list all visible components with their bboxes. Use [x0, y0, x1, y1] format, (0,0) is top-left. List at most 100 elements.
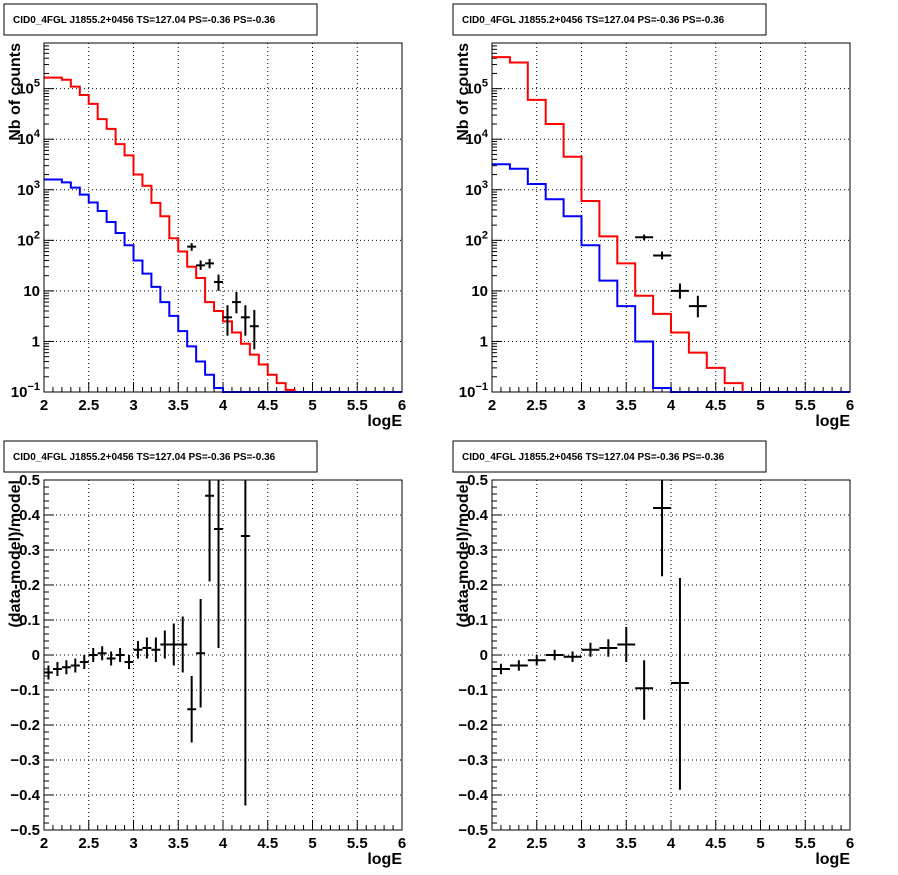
data-point	[169, 623, 179, 666]
data-point	[249, 309, 259, 350]
data-point	[44, 665, 53, 680]
data-points	[492, 480, 689, 790]
data-point	[545, 649, 564, 661]
title-box	[452, 3, 767, 36]
y-axis-label: (data-model)/model	[455, 480, 472, 628]
x-tick-label: 6	[398, 397, 406, 414]
y-tick-label: 0.1	[467, 612, 488, 629]
data-point	[115, 648, 125, 662]
data-point	[653, 251, 671, 260]
data-point	[599, 639, 618, 657]
title-box	[3, 440, 318, 473]
data-point	[688, 295, 707, 318]
chart-title: CID0_4FGL J1855.2+0456 TS=127.04 PS=-0.3…	[13, 452, 276, 463]
data-point	[635, 234, 654, 241]
x-tick-label: 5.5	[347, 397, 368, 414]
y-tick-label: 10−1	[459, 381, 488, 401]
data-point	[653, 480, 671, 577]
data-point	[617, 627, 636, 662]
data-point	[70, 658, 80, 673]
x-tick-label: 2.5	[526, 835, 547, 852]
data-point	[527, 655, 546, 666]
data-point	[214, 274, 223, 291]
data-point	[52, 662, 62, 676]
plot-frame	[43, 479, 403, 831]
data-point	[205, 480, 215, 582]
data-point	[509, 660, 528, 671]
x-tick-label: 4	[219, 397, 228, 414]
data-point	[61, 660, 71, 675]
data-point	[240, 480, 250, 806]
y-tick-label: 0	[480, 647, 488, 664]
data-point	[240, 305, 250, 336]
data-point	[205, 258, 215, 269]
y-axis-label: Nb of counts	[455, 43, 472, 141]
x-tick-label: 5.5	[347, 835, 368, 852]
plot-frame	[491, 42, 851, 393]
y-tick-label: 0.5	[467, 472, 488, 489]
data-point	[214, 480, 223, 648]
residual-panel-right: 2 2.5 3 3.5 4 4.5 5 5.5 6 −0.5 −0.4 −0.3 −0.2 −0.1 0 0.…	[452, 440, 854, 868]
y-tick-label: 0.3	[467, 542, 488, 559]
data-point	[124, 655, 134, 669]
y-tick-label: −0.4	[10, 787, 40, 804]
y-tick-label: −0.3	[10, 752, 40, 769]
data-point	[133, 641, 143, 659]
y-tick-label: 103	[465, 179, 488, 199]
residual-panel-left: 2 2.5 3 3.5 4 4.5 5 5.5 6 −0.5 −0.4 −0.3 −0.2 −0.1 0 0.…	[3, 440, 406, 868]
y-tick-label: 102	[17, 229, 40, 249]
grid	[44, 43, 402, 392]
y-tick-label: −0.4	[458, 787, 488, 804]
data-point	[106, 651, 116, 666]
data-point	[671, 283, 689, 299]
y-tick-label: 0	[32, 647, 40, 664]
data-point	[196, 260, 206, 270]
y-tick-label: 10	[23, 283, 40, 300]
y-tick-label: −0.1	[10, 682, 40, 699]
data-point	[231, 292, 241, 314]
grid	[492, 43, 850, 392]
x-axis-label: logE	[367, 851, 402, 868]
y-tick-label: −0.5	[10, 822, 40, 839]
y-tick-label: −0.1	[458, 682, 488, 699]
data-point	[492, 663, 510, 675]
x-tick-label: 2	[40, 397, 48, 414]
x-tick-label: 3.5	[616, 835, 637, 852]
data-point	[223, 305, 232, 336]
counts-panel-right: 2 2.5 3 3.5 4 4.5 5 5.5 6 10−1 1 10 102 103 104 105 logE…	[452, 3, 854, 430]
y-tick-label: 10−1	[11, 381, 40, 401]
x-tick-label: 2.5	[78, 835, 99, 852]
data-point	[160, 630, 170, 659]
title-box	[3, 3, 318, 36]
title-box	[452, 440, 767, 473]
x-tick-label: 3	[577, 397, 585, 414]
y-tick-label: 10	[471, 283, 488, 300]
x-tick-label: 4	[667, 397, 676, 414]
y-tick-label: 105	[465, 78, 488, 98]
data-point	[142, 637, 152, 659]
y-tick-label: 0.2	[19, 577, 40, 594]
y-tick-label: −0.2	[458, 717, 488, 734]
x-tick-label: 4.5	[705, 835, 726, 852]
y-tick-label: 0.1	[19, 612, 40, 629]
x-tick-label: 3	[129, 397, 137, 414]
x-axis-label: logE	[815, 413, 850, 430]
chart-title: CID0_4FGL J1855.2+0456 TS=127.04 PS=-0.3…	[462, 452, 725, 463]
x-tick-label: 4.5	[705, 397, 726, 414]
data-point	[563, 651, 582, 662]
data-point	[79, 655, 89, 669]
x-tick-label: 3.5	[168, 397, 189, 414]
x-tick-label: 4	[219, 835, 228, 852]
x-tick-label: 4.5	[257, 835, 278, 852]
data-points	[44, 480, 250, 806]
axis-ticks	[43, 42, 403, 393]
x-tick-label: 3	[129, 835, 137, 852]
axis-ticks	[43, 479, 403, 831]
data-point	[97, 646, 107, 661]
y-axis-label: (data-model)/model	[7, 480, 24, 628]
x-tick-label: 2.5	[78, 397, 99, 414]
x-tick-label: 6	[398, 835, 406, 852]
data-point	[151, 637, 161, 662]
x-tick-label: 6	[846, 835, 854, 852]
x-tick-label: 2.5	[526, 397, 547, 414]
